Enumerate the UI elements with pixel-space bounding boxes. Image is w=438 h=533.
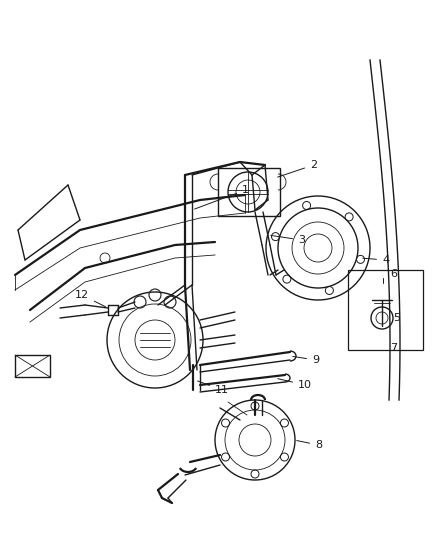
Text: 9: 9 — [293, 355, 319, 365]
Bar — [218, 168, 280, 216]
Text: 3: 3 — [271, 235, 305, 245]
Text: 7: 7 — [390, 343, 397, 353]
Text: 4: 4 — [363, 255, 389, 265]
Text: 2: 2 — [278, 160, 317, 177]
Bar — [15, 355, 50, 377]
Bar — [348, 270, 423, 350]
Text: 12: 12 — [75, 290, 106, 307]
Text: 10: 10 — [278, 378, 312, 390]
Text: 6: 6 — [390, 269, 397, 279]
Text: 11: 11 — [198, 381, 229, 395]
Text: 8: 8 — [297, 440, 322, 450]
Text: 5: 5 — [393, 313, 400, 323]
Text: 1: 1 — [194, 185, 249, 209]
